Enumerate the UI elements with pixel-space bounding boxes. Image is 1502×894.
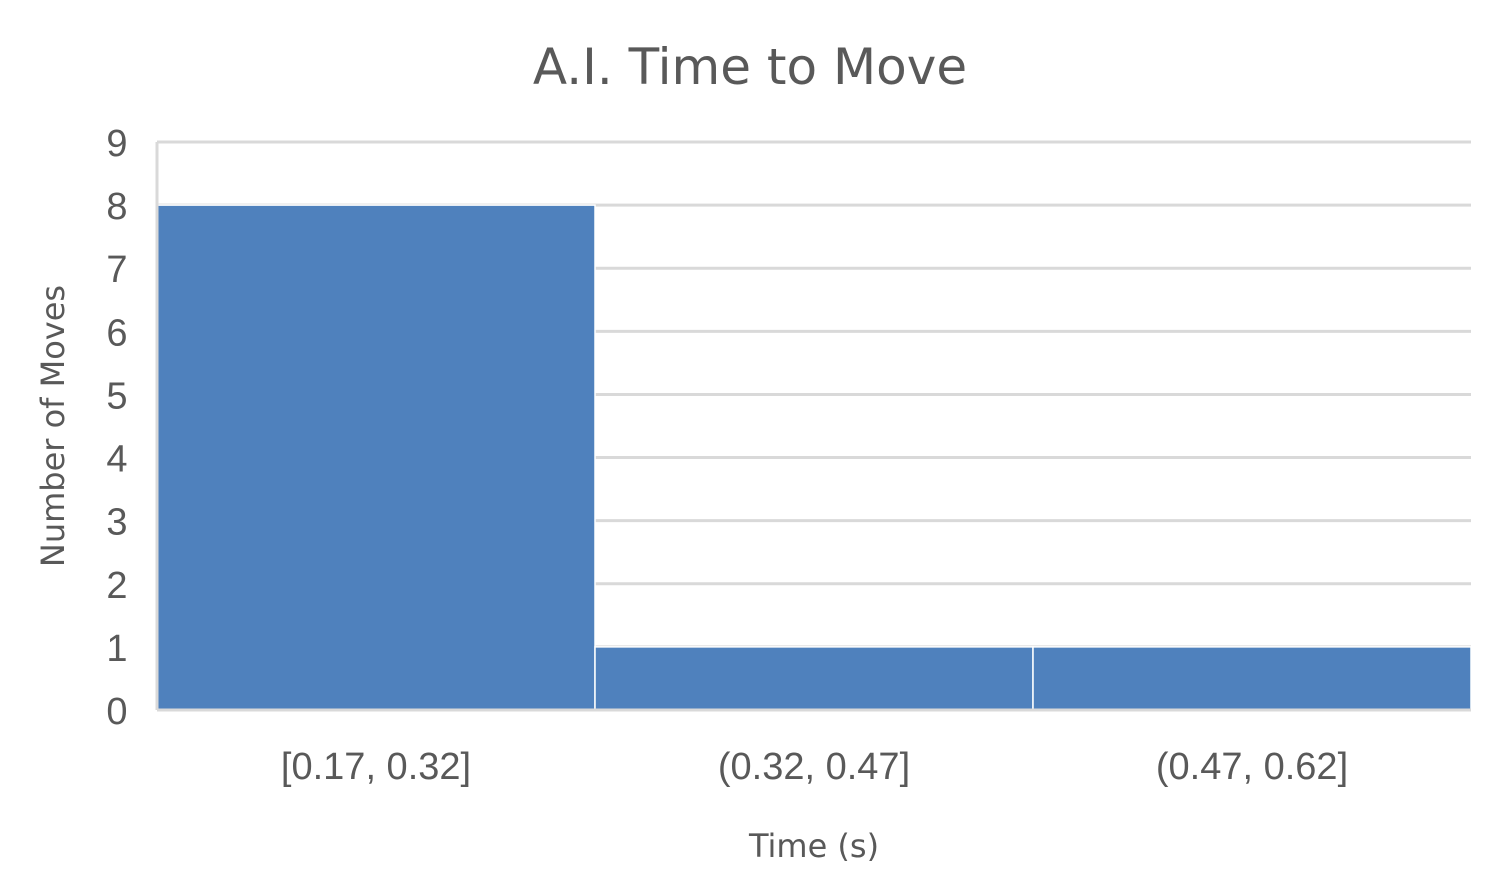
y-tick-label: 3 bbox=[106, 502, 127, 544]
bar bbox=[1032, 646, 1472, 711]
y-tick-label: 7 bbox=[106, 249, 127, 291]
bars bbox=[156, 204, 1472, 711]
y-tick-labels: 0 1 2 3 4 5 6 7 8 9 bbox=[106, 123, 127, 733]
x-axis-title: Time (s) bbox=[748, 827, 879, 865]
y-tick-label: 8 bbox=[106, 186, 127, 228]
x-tick-label: (0.32, 0.47] bbox=[718, 746, 910, 788]
y-tick-label: 9 bbox=[106, 123, 127, 165]
x-tick-label: (0.47, 0.62] bbox=[1156, 746, 1348, 788]
y-tick-label: 1 bbox=[106, 628, 127, 670]
x-tick-labels: [0.17, 0.32] (0.32, 0.47] (0.47, 0.62] bbox=[281, 746, 1348, 788]
y-tick-label: 5 bbox=[106, 375, 127, 417]
y-tick-label: 6 bbox=[106, 312, 127, 354]
y-tick-label: 0 bbox=[106, 691, 127, 733]
bar bbox=[156, 204, 596, 711]
y-tick-label: 4 bbox=[106, 439, 127, 481]
x-tick-label: [0.17, 0.32] bbox=[281, 746, 471, 788]
y-tick-label: 2 bbox=[106, 565, 127, 607]
y-axis-title: Number of Moves bbox=[34, 285, 72, 567]
bar bbox=[594, 646, 1034, 711]
chart-title: A.I. Time to Move bbox=[533, 38, 967, 96]
